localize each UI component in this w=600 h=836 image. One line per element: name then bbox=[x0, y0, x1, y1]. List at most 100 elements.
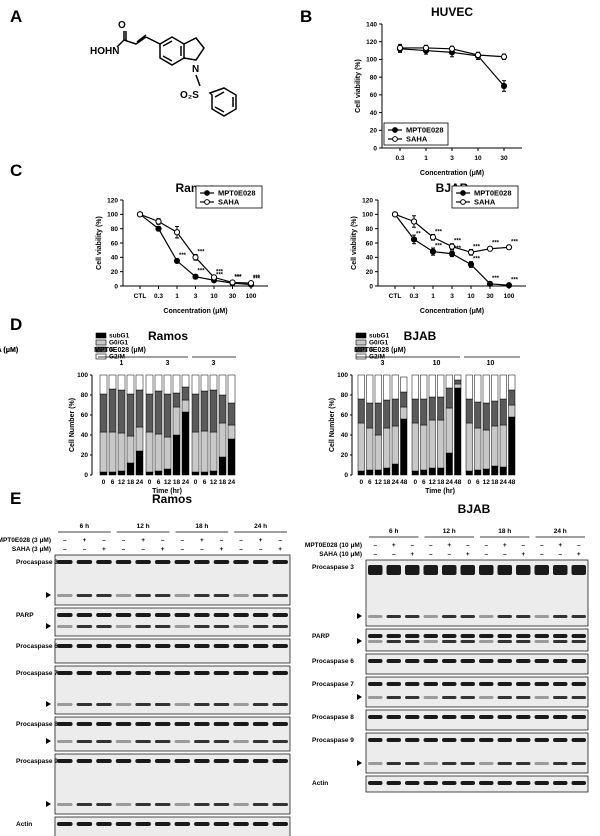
legend-label: MPT0E028 bbox=[218, 189, 256, 198]
band bbox=[534, 715, 549, 719]
band bbox=[115, 671, 132, 675]
band bbox=[213, 703, 230, 706]
band bbox=[516, 634, 531, 638]
bar-segment bbox=[508, 389, 516, 406]
legend-marker bbox=[392, 127, 398, 133]
treatment-sign: – bbox=[161, 537, 165, 544]
band bbox=[252, 613, 269, 617]
band bbox=[115, 822, 132, 826]
treatment-sign: – bbox=[278, 537, 282, 544]
x-tick-label: 0.3 bbox=[395, 155, 404, 162]
band bbox=[76, 560, 93, 564]
panel-label-a: A bbox=[10, 7, 22, 26]
bar-segment bbox=[437, 374, 445, 398]
treatment-sign: – bbox=[373, 551, 377, 558]
treatment-sign: + bbox=[200, 537, 204, 544]
blot-membrane bbox=[365, 676, 589, 708]
blot-membrane bbox=[54, 716, 291, 752]
bar-segment bbox=[357, 374, 365, 400]
band bbox=[272, 594, 288, 597]
band bbox=[386, 634, 401, 638]
bar-segment bbox=[200, 430, 209, 473]
band-label: Actin bbox=[16, 821, 32, 828]
band bbox=[368, 715, 383, 719]
bar-segment bbox=[482, 402, 490, 431]
bar-segment bbox=[154, 390, 163, 435]
bar-segment bbox=[474, 427, 482, 471]
band bbox=[368, 762, 383, 765]
treatment-sign: + bbox=[521, 551, 525, 558]
bar-segment bbox=[218, 456, 227, 476]
band bbox=[135, 759, 151, 763]
y-tick-label: 140 bbox=[366, 21, 377, 28]
x-tick-label: 1 bbox=[175, 293, 179, 300]
y-tick-label: 60 bbox=[81, 412, 89, 419]
band bbox=[460, 659, 475, 663]
bar-segment bbox=[200, 390, 209, 432]
band bbox=[252, 703, 269, 706]
x-tick-label: 24 bbox=[392, 479, 400, 486]
bar-segment bbox=[445, 374, 453, 389]
band bbox=[194, 560, 210, 564]
band bbox=[154, 594, 171, 597]
y-tick-label: 80 bbox=[370, 74, 378, 81]
time-label: 24 h bbox=[254, 523, 267, 530]
y-tick-label: 80 bbox=[81, 392, 89, 399]
band bbox=[497, 634, 512, 638]
y-tick-label: 0 bbox=[369, 283, 373, 290]
band bbox=[76, 759, 93, 763]
chart-title: Ramos bbox=[148, 329, 188, 343]
bar-segment bbox=[108, 388, 117, 433]
data-point-saha bbox=[155, 218, 162, 225]
x-tick-label: 18 bbox=[437, 479, 445, 486]
band bbox=[194, 594, 210, 597]
bar-segment bbox=[357, 398, 365, 424]
x-tick-label: 10 bbox=[474, 155, 482, 162]
bar-segment bbox=[391, 425, 399, 465]
data-point-saha bbox=[505, 244, 513, 251]
bar-segment bbox=[391, 463, 399, 476]
bar-segment bbox=[126, 462, 135, 476]
band bbox=[423, 615, 438, 618]
significance-label: *** bbox=[454, 239, 462, 245]
data-point-mpt0e028 bbox=[155, 225, 162, 232]
band-label: Procaspase 6 bbox=[312, 658, 354, 665]
band bbox=[96, 703, 112, 706]
band bbox=[174, 822, 191, 826]
data-point-saha bbox=[173, 229, 181, 236]
cleaved-arrow-icon bbox=[46, 801, 51, 807]
bar-segment bbox=[218, 422, 227, 458]
band bbox=[534, 781, 549, 785]
band bbox=[460, 565, 475, 575]
time-label: 12 h bbox=[137, 523, 150, 530]
chart-huvec-viability: HUVEC 0 20 40 60 80 100 120 140 0.3 1 3 10 30 Concentr… bbox=[355, 5, 522, 177]
band bbox=[174, 594, 191, 597]
blot-membrane bbox=[365, 559, 589, 627]
treatment-sign: + bbox=[82, 537, 86, 544]
band bbox=[252, 740, 269, 743]
bar-segment bbox=[420, 398, 428, 426]
time-label: 6 h bbox=[389, 528, 398, 535]
band bbox=[252, 625, 269, 628]
band bbox=[368, 659, 383, 663]
blot-title: Ramos bbox=[152, 492, 192, 506]
band bbox=[135, 594, 151, 597]
band bbox=[135, 613, 151, 617]
legend-swatch bbox=[95, 353, 107, 360]
x-tick-label: 0 bbox=[413, 479, 417, 486]
band bbox=[135, 625, 151, 628]
bar-segment bbox=[145, 374, 154, 395]
data-point-saha bbox=[422, 44, 430, 52]
bar-segment bbox=[181, 399, 190, 413]
blot-membrane bbox=[365, 732, 589, 774]
treatment-sign: – bbox=[503, 551, 507, 558]
band bbox=[135, 644, 151, 648]
band bbox=[213, 671, 230, 675]
western-blot-ramos: Ramos 6 h 12 h 18 h 24 h MPT0E028 (3 μM) – + – – +… bbox=[0, 492, 291, 836]
band bbox=[571, 762, 586, 765]
cleaved-arrow-icon bbox=[46, 738, 51, 744]
bar-segment bbox=[227, 438, 236, 476]
bar-segment bbox=[209, 470, 218, 476]
bar-segment bbox=[437, 419, 445, 469]
band bbox=[386, 762, 401, 765]
